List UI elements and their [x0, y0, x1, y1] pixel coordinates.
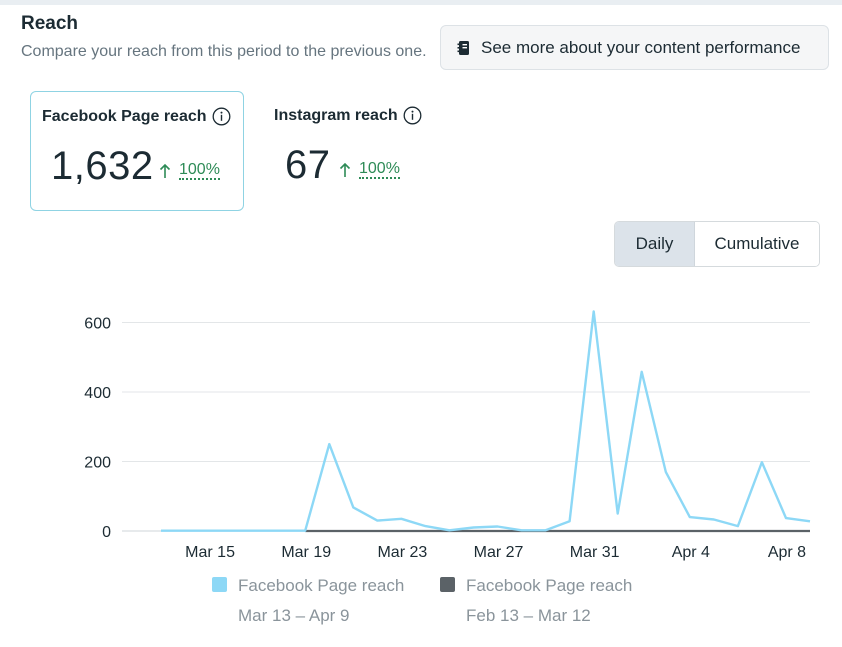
view-toggle: Daily Cumulative	[614, 221, 820, 267]
change-percent[interactable]: 100%	[179, 161, 220, 180]
change-percent[interactable]: 100%	[359, 160, 400, 179]
content-performance-label: See more about your content performance	[481, 37, 801, 57]
y-tick-label: 400	[84, 385, 111, 402]
section-subtitle: Compare your reach from this period to t…	[21, 43, 427, 60]
legend-range: Mar 13 – Apr 9	[238, 606, 350, 625]
content-performance-button[interactable]: See more about your content performance	[440, 25, 829, 70]
legend-name: Facebook Page reach	[466, 576, 633, 595]
card-label: Instagram reach	[274, 106, 398, 124]
info-icon[interactable]	[403, 106, 422, 125]
daily-toggle-button[interactable]: Daily	[615, 222, 695, 266]
cumulative-toggle-button[interactable]: Cumulative	[695, 222, 819, 266]
y-tick-label: 600	[84, 316, 111, 333]
x-tick-label: Mar 15	[185, 544, 235, 561]
top-divider	[0, 0, 842, 5]
facebook-reach-card[interactable]: Facebook Page reach 1,632 100%	[30, 91, 244, 211]
change-indicator: 100%	[339, 161, 400, 179]
y-tick-label: 0	[102, 524, 111, 541]
x-tick-label: Mar 27	[474, 544, 524, 561]
card-label-row: Instagram reach	[274, 106, 422, 125]
card-label: Facebook Page reach	[42, 107, 207, 125]
instagram-reach-card[interactable]: Instagram reach 67 100%	[262, 91, 452, 211]
legend-swatch	[440, 577, 455, 592]
arrow-up-icon	[159, 163, 171, 178]
x-tick-label: Mar 31	[570, 544, 620, 561]
legend-range: Feb 13 – Mar 12	[466, 606, 591, 625]
x-tick-label: Apr 4	[672, 544, 710, 561]
y-tick-label: 200	[84, 455, 111, 472]
legend-name: Facebook Page reach	[238, 576, 405, 595]
x-tick-label: Mar 19	[281, 544, 331, 561]
legend-swatch	[212, 577, 227, 592]
arrow-up-icon	[339, 162, 351, 177]
change-indicator: 100%	[159, 162, 220, 180]
section-title: Reach	[21, 13, 79, 34]
series-line-current	[161, 310, 811, 532]
x-tick-label: Apr 8	[768, 544, 806, 561]
card-value: 67	[285, 143, 331, 187]
card-value: 1,632	[51, 144, 154, 188]
notebook-icon	[457, 40, 469, 55]
info-icon[interactable]	[212, 107, 231, 126]
x-tick-label: Mar 23	[377, 544, 427, 561]
card-label-row: Facebook Page reach	[42, 107, 231, 126]
